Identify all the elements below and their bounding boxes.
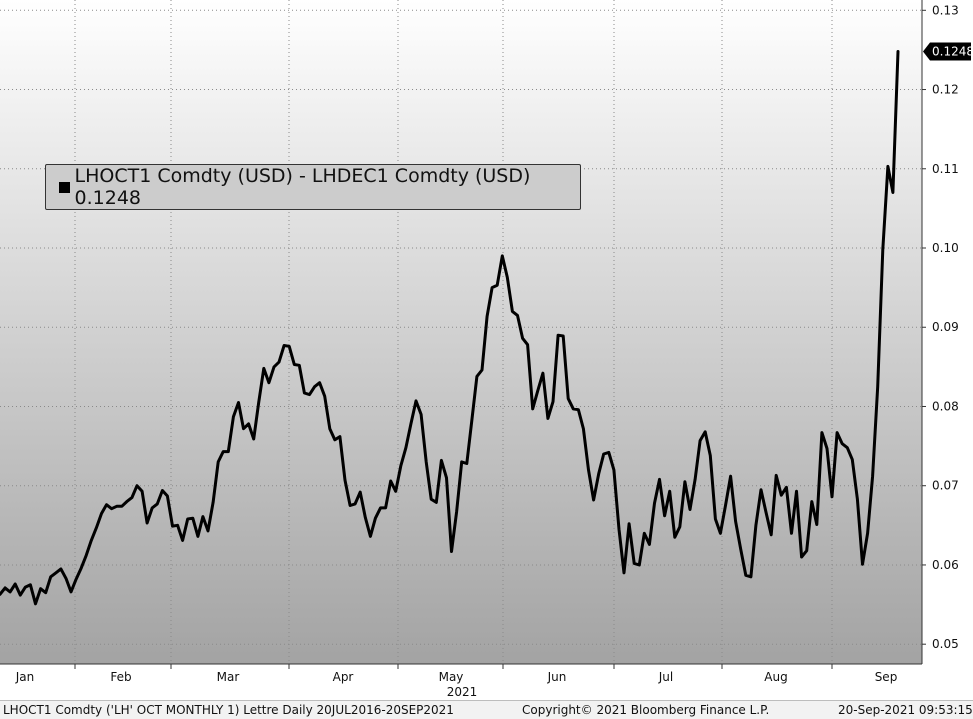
y-tick-label: 0.11: [932, 162, 959, 176]
y-tick-label: 0.12: [932, 83, 959, 97]
legend-label: LHOCT1 Comdty (USD) - LHDEC1 Comdty (USD…: [74, 165, 531, 209]
x-tick-label: Mar: [217, 670, 240, 684]
x-tick-label: Aug: [764, 670, 787, 684]
y-tick-label: 0.09: [932, 320, 959, 334]
x-axis-year-label: 2021: [447, 685, 478, 699]
x-tick-label: Jun: [547, 670, 567, 684]
y-tick-label: 0.08: [932, 399, 959, 413]
y-tick-label: 0.13: [932, 3, 959, 17]
line-chart: 0.13 0.12 0.11 0.10 0.09 0.08 0.07 0.06 0.05 Jan F…: [0, 0, 973, 700]
last-value-label: 0.1248: [932, 45, 973, 59]
x-tick-label: May: [439, 670, 464, 684]
x-tick-label: Feb: [110, 670, 131, 684]
legend-swatch: [59, 181, 70, 193]
legend-box: LHOCT1 Comdty (USD) - LHDEC1 Comdty (USD…: [45, 164, 581, 210]
series-line: [0, 50, 900, 606]
footer-bar: LHOCT1 Comdty ('LH' OCT MONTHLY 1) Lettr…: [0, 700, 973, 719]
y-tick-label: 0.10: [932, 241, 959, 255]
plot-background: [0, 0, 922, 664]
last-value-tag: [923, 42, 971, 61]
y-axis-panel: [922, 0, 973, 700]
x-tick-label: Jul: [658, 670, 673, 684]
y-tick-label: 0.05: [932, 637, 959, 651]
y-tick-label: 0.06: [932, 558, 959, 572]
y-tick-label: 0.07: [932, 479, 959, 493]
x-tick-label: Sep: [875, 670, 898, 684]
x-tick-label: Jan: [15, 670, 35, 684]
x-tick-label: Apr: [333, 670, 354, 684]
footer-copyright: Copyright© 2021 Bloomberg Finance L.P.: [522, 703, 770, 717]
x-axis-panel: [0, 664, 922, 700]
footer-timestamp: 20-Sep-2021 09:53:15: [838, 703, 973, 717]
footer-left-text: LHOCT1 Comdty ('LH' OCT MONTHLY 1) Lettr…: [3, 703, 454, 717]
